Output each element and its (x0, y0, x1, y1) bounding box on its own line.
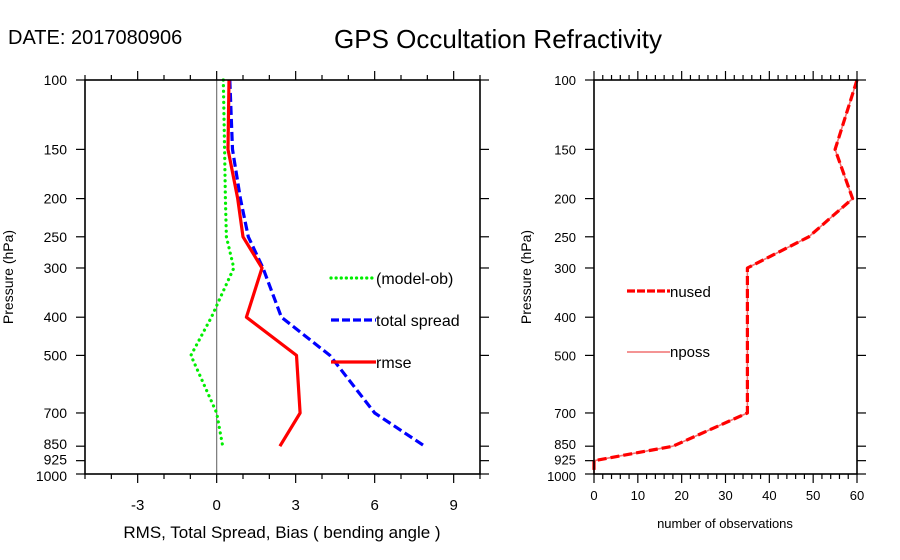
x-tick-label: 10 (631, 488, 645, 503)
y-tick-label: 300 (44, 260, 68, 276)
y-tick-label: 1000 (547, 469, 576, 484)
y-tick-label: 200 (554, 192, 576, 207)
legend-label: total spread (376, 313, 460, 330)
x-tick-label: 0 (212, 497, 220, 514)
y-tick-label: 250 (44, 229, 68, 245)
legend-label: (model-ob) (376, 271, 453, 288)
y-tick-label: 925 (554, 453, 576, 468)
series-line-rmse (226, 79, 302, 448)
right-series-group (592, 79, 859, 474)
right-axes: 0 10 20 30 40 50 60 100 150 200 250 300 400 500 700 850… (547, 71, 866, 503)
x-tick-label: 0 (590, 488, 597, 503)
y-tick-label: 100 (44, 72, 68, 88)
y-tick-label: 1000 (36, 468, 67, 484)
x-tick-label: 30 (718, 488, 732, 503)
y-tick-label: 850 (44, 436, 68, 452)
right-legend: nused nposs (627, 284, 711, 361)
x-tick-label: 3 (291, 497, 299, 514)
left-y-axis-label: Pressure (hPa) (0, 230, 16, 324)
right-x-axis-label: number of observations (657, 516, 793, 531)
date-label: DATE: 2017080906 (8, 27, 182, 49)
x-tick-label: 50 (806, 488, 820, 503)
x-tick-label: 9 (449, 497, 457, 514)
y-tick-label: 850 (554, 437, 576, 452)
series-line-nused (592, 79, 859, 474)
y-tick-label: 925 (44, 452, 68, 468)
x-tick-label: -3 (131, 497, 144, 514)
series-line-nposs (593, 79, 858, 474)
left-x-axis-label: RMS, Total Spread, Bias ( bending angle … (123, 523, 440, 542)
y-tick-label: 700 (44, 405, 68, 421)
left-panel: -3 0 3 6 9 100 150 200 250 300 400 500 700 8509251000… (0, 71, 489, 542)
x-tick-label: 20 (674, 488, 688, 503)
y-tick-label: 250 (554, 230, 576, 245)
left-series-group (189, 78, 426, 474)
y-tick-label: 700 (554, 406, 576, 421)
y-tick-label: 500 (554, 348, 576, 363)
x-tick-label: 40 (762, 488, 776, 503)
y-tick-label: 400 (554, 310, 576, 325)
figure-title: GPS Occultation Refractivity (334, 24, 662, 54)
y-tick-label: 100 (554, 73, 576, 88)
y-tick-label: 150 (44, 141, 68, 157)
series-line-model-ob (189, 78, 236, 448)
y-tick-label: 300 (554, 261, 576, 276)
series-line-total-spread (228, 79, 426, 448)
plot-frame (593, 79, 858, 475)
left-legend: (model-ob) total spread rmse (329, 271, 460, 372)
y-tick-label: 200 (44, 191, 68, 207)
legend-label: rmse (376, 355, 412, 372)
right-y-axis-label: Pressure (hPa) (518, 230, 534, 324)
x-tick-label: 60 (850, 488, 864, 503)
right-panel: 0 10 20 30 40 50 60 100 150 200 250 300 400 500 700 850… (518, 71, 866, 531)
y-tick-label: 150 (554, 142, 576, 157)
x-tick-label: 6 (370, 497, 378, 514)
y-tick-label: 500 (44, 347, 68, 363)
y-tick-label: 400 (44, 309, 68, 325)
plot-frame (84, 79, 481, 475)
legend-label: nused (670, 284, 711, 301)
legend-label: nposs (670, 344, 710, 361)
